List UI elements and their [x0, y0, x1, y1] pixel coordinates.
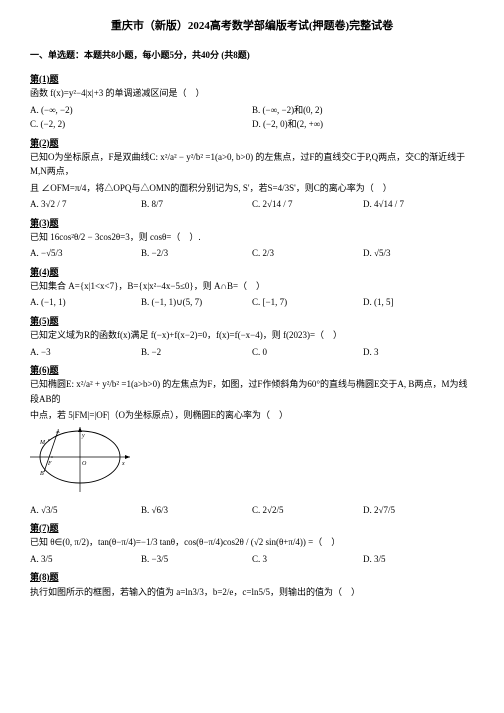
q2-opt-c: C. 2√14 / 7 — [252, 197, 363, 211]
q4-opt-b: B. (−1, 1)∪(5, 7) — [141, 295, 252, 309]
q6-opt-c: C. 2√2/5 — [252, 503, 363, 517]
q5-opt-a: A. −3 — [30, 345, 141, 359]
q5-opt-b: B. −2 — [141, 345, 252, 359]
q3-opt-b: B. −2/3 — [141, 246, 252, 260]
svg-text:x: x — [121, 461, 125, 467]
q1-opt-b: B. (−∞, −2)和(0, 2) — [252, 103, 474, 117]
q5-stem: 已知定义域为R的函数f(x)满足 f(−x)+f(x−2)=0，f(x)=f(−… — [30, 328, 474, 342]
q5-options: A. −3 B. −2 C. 0 D. 3 — [30, 345, 474, 359]
svg-text:O: O — [82, 461, 87, 467]
q1-opt-d: D. (−2, 0)和(2, +∞) — [252, 117, 474, 131]
q3-opt-c: C. 2/3 — [252, 246, 363, 260]
q4-label: 第(4)题 — [30, 265, 474, 279]
q2-opt-a: A. 3√2 / 7 — [30, 197, 141, 211]
q3-opt-d: D. √5/3 — [363, 246, 474, 260]
svg-text:y: y — [81, 433, 85, 439]
q7-opt-a: A. 3/5 — [30, 552, 141, 566]
q3-stem: 已知 16cos²θ/2 − 3cos2θ=3，则 cosθ=（ ）. — [30, 230, 474, 244]
q2-opt-d: D. 4√14 / 7 — [363, 197, 474, 211]
svg-text:A: A — [55, 429, 60, 435]
q2-options: A. 3√2 / 7 B. 8/7 C. 2√14 / 7 D. 4√14 / … — [30, 197, 474, 211]
q6-figure: y x O F M A B — [30, 427, 474, 497]
q6-stem2: 中点，若 5|FM|=|OF|（O为坐标原点），则椭圆E的离心率为（ ） — [30, 408, 474, 422]
q6-stem1: 已知椭圆E: x²/a² + y²/b² =1(a>b>0) 的左焦点为F，如图… — [30, 377, 474, 406]
svg-text:M: M — [39, 440, 46, 446]
q4-opt-c: C. [−1, 7) — [252, 295, 363, 309]
q4-opt-a: A. (−1, 1) — [30, 295, 141, 309]
q7-options: A. 3/5 B. −3/5 C. 3 D. 3/5 — [30, 552, 474, 566]
q6-opt-d: D. 2√7/5 — [363, 503, 474, 517]
q3-options: A. −√5/3 B. −2/3 C. 2/3 D. √5/3 — [30, 246, 474, 260]
q7-opt-b: B. −3/5 — [141, 552, 252, 566]
q3-label: 第(3)题 — [30, 216, 474, 230]
q2-stem2: 且 ∠OFM=π/4，将△OPQ与△OMN的面积分别记为S, S'，若S=4/3… — [30, 181, 474, 195]
q8-stem: 执行如图所示的框图，若输入的值为 a=ln3/3，b=2/e，c=ln5/5，则… — [30, 585, 474, 599]
q1-opt-a: A. (−∞, −2) — [30, 103, 252, 117]
q1-opt-c: C. (−2, 2) — [30, 117, 252, 131]
q3-opt-a: A. −√5/3 — [30, 246, 141, 260]
svg-text:F: F — [47, 461, 52, 467]
q4-options: A. (−1, 1) B. (−1, 1)∪(5, 7) C. [−1, 7) … — [30, 295, 474, 309]
q1-label: 第(1)题 — [30, 72, 474, 86]
q6-options: A. √3/5 B. √6/3 C. 2√2/5 D. 2√7/5 — [30, 503, 474, 517]
q4-stem: 已知集合 A={x|1<x<7}，B={x|x²−4x−5≤0}，则 A∩B=（… — [30, 279, 474, 293]
q1-stem: 函数 f(x)=y²−4|x|+3 的单调递减区间是（ ） — [30, 86, 474, 100]
q5-opt-d: D. 3 — [363, 345, 474, 359]
q7-label: 第(7)题 — [30, 521, 474, 535]
q2-label: 第(2)题 — [30, 136, 474, 150]
svg-text:B: B — [40, 471, 44, 477]
q8-label: 第(8)题 — [30, 570, 474, 584]
q4-opt-d: D. (1, 5] — [363, 295, 474, 309]
q6-label: 第(6)题 — [30, 363, 474, 377]
q5-label: 第(5)题 — [30, 314, 474, 328]
q1-options: A. (−∞, −2) B. (−∞, −2)和(0, 2) C. (−2, 2… — [30, 103, 474, 132]
q7-opt-c: C. 3 — [252, 552, 363, 566]
q7-opt-d: D. 3/5 — [363, 552, 474, 566]
q7-stem: 已知 θ∈(0, π/2)，tan(θ−π/4)=−1/3 tanθ，cos(θ… — [30, 535, 474, 549]
q5-opt-c: C. 0 — [252, 345, 363, 359]
exam-title: 重庆市（新版）2024高考数学部编版考试(押题卷)完整试卷 — [30, 18, 474, 36]
q2-opt-b: B. 8/7 — [141, 197, 252, 211]
section-heading: 一、单选题：本题共8小题，每小题5分，共40分 (共8题) — [30, 48, 474, 62]
q2-stem1: 已知O为坐标原点，F是双曲线C: x²/a² − y²/b² =1(a>0, b… — [30, 150, 474, 179]
q6-opt-a: A. √3/5 — [30, 503, 141, 517]
q6-opt-b: B. √6/3 — [141, 503, 252, 517]
